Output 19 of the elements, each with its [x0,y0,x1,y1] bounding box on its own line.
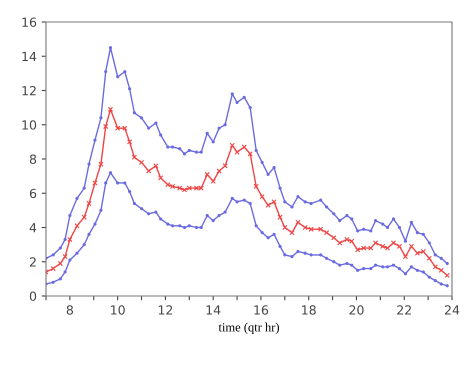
x-tick-label: 16 [254,305,268,315]
x-tick-label: 20 [349,305,364,315]
y-tick-label: 14 [22,52,36,61]
y-tick-label: 10 [22,120,36,130]
x-tick-label: 8 [66,305,74,315]
y-tick-label: 8 [30,154,36,164]
y-tick-label: 0 [30,291,36,301]
x-tick-label: 24 [444,305,460,315]
x-tick-label: 22 [397,305,411,315]
y-tick-label: 6 [30,188,36,198]
y-tick-label: 4 [30,223,36,232]
y-tick-label: 12 [22,86,36,96]
x-axis-title: time (qtr hr) [218,322,279,334]
x-tick-label: 12 [158,305,172,315]
x-tick-label: 14 [206,305,220,315]
y-tick-label: 16 [22,17,36,27]
x-tick-label: 18 [302,305,316,315]
x-tick-label: 10 [111,305,125,315]
y-tick-label: 2 [30,257,36,266]
